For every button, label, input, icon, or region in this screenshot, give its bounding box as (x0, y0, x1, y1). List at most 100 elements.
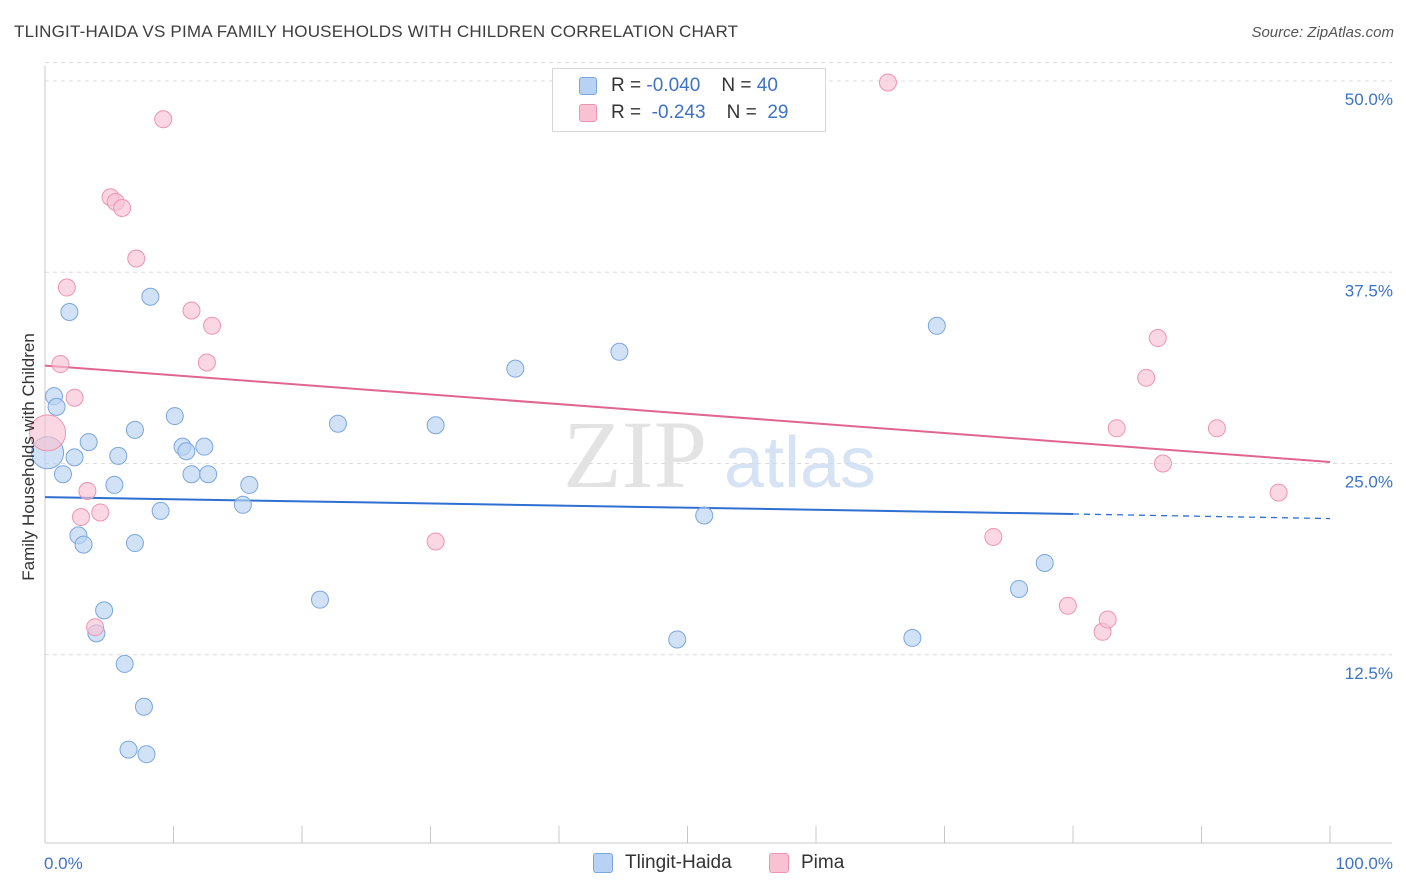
legend-r-value: -0.243 (651, 102, 706, 123)
tlingit-haida-point (1035, 553, 1054, 572)
pima-point (197, 353, 216, 372)
tlingit-haida-point (199, 465, 218, 484)
pima-point (51, 355, 70, 374)
pima-point (91, 503, 110, 522)
tlingit-haida-point (125, 420, 144, 439)
tlingit-haida-point (134, 697, 153, 716)
tlingit-haida-point (151, 501, 170, 520)
legend-item-tlingit-haida[interactable]: Tlingit-Haida (593, 852, 732, 874)
pima-point (1153, 454, 1172, 473)
pima-point (113, 198, 132, 217)
tlingit-haida-point (65, 448, 84, 467)
trend-lines (44, 364, 1331, 520)
legend-r-label: R = (611, 102, 642, 123)
y-tick-label: 50.0% (1345, 90, 1393, 109)
pima-point (1137, 368, 1156, 387)
tick-labels: 12.5% 25.0% 37.5% 50.0% 0.0% 100.0% (44, 90, 1393, 873)
pima-point (984, 527, 1003, 546)
tlingit-haida-point (125, 534, 144, 553)
legend-label-pima: Pima (801, 852, 845, 873)
y-tick-label: 37.5% (1345, 281, 1393, 300)
legend-row-tlingit-haida: R = -0.040 N = 40 (579, 74, 778, 98)
pima-point (182, 301, 201, 320)
tlingit-haida-point (109, 446, 128, 465)
legend-n-label: N = (721, 75, 752, 96)
y-axis-title: Family Households with Children (19, 333, 38, 581)
tlingit-haida-point (903, 628, 922, 647)
tlingit-haida-point (182, 465, 201, 484)
tlingit-haida-point (115, 654, 134, 673)
tlingit-haida-point (60, 303, 79, 322)
pima-point (426, 532, 445, 551)
tlingit-haida-point (177, 442, 196, 461)
chart-title: TLINGIT-HAIDA VS PIMA FAMILY HOUSEHOLDS … (14, 22, 739, 41)
legend-item-pima[interactable]: Pima (769, 852, 844, 874)
legend-r-value: -0.040 (646, 75, 701, 96)
axes (44, 66, 1392, 844)
legend-row-pima: R = -0.243 N = 29 (579, 101, 788, 125)
pima-point (203, 316, 222, 335)
watermark-zip: ZIP (563, 401, 707, 508)
legend-label-tlingit-haida: Tlingit-Haida (625, 852, 732, 873)
y-tick-label: 12.5% (1345, 664, 1393, 683)
pima-point (1107, 419, 1126, 438)
pima-point (878, 73, 897, 92)
y-tick-label: 25.0% (1345, 473, 1393, 492)
tlingit-haida-point (310, 590, 329, 609)
legend-r-label: R = (611, 75, 642, 96)
legend-swatch-pink (579, 104, 597, 122)
tlingit-haida-point (141, 287, 160, 306)
tlingit-haida-point (668, 630, 687, 649)
pima-point (29, 414, 67, 452)
tlingit-haida-point (95, 601, 114, 620)
tlingit-haida-point (165, 407, 184, 426)
tlingit-haida-point (927, 316, 946, 335)
legend-swatch-pink (769, 853, 789, 873)
tlingit-haida-point (105, 475, 124, 494)
tlingit-haida-point (47, 397, 66, 416)
tlingit-haida-trend-line (44, 496, 1074, 515)
tlingit-haida-point (506, 359, 525, 378)
pima-point (86, 618, 105, 637)
pima-point (1148, 329, 1167, 348)
data-points (29, 73, 1288, 764)
tlingit-haida-point (53, 465, 72, 484)
tlingit-haida-point (74, 535, 93, 554)
pima-trend-line (44, 364, 1331, 463)
tlingit-haida-point (137, 745, 156, 764)
x-tick-label: 0.0% (44, 854, 83, 873)
grid-lines (45, 62, 1392, 656)
watermark-atlas: atlas (724, 423, 876, 503)
tlingit-haida-point (119, 740, 138, 759)
legend-swatch-blue (579, 77, 597, 95)
tlingit-haida-trend-extension (1072, 513, 1331, 520)
pima-point (1058, 596, 1077, 615)
tlingit-haida-point (79, 433, 98, 452)
tlingit-haida-point (240, 475, 259, 494)
source-label: Source: ZipAtlas.com (1251, 24, 1394, 41)
legend-n-value: 29 (767, 102, 789, 123)
pima-point (57, 278, 76, 297)
pima-point (1207, 419, 1226, 438)
pima-point (65, 388, 84, 407)
pima-point (1269, 483, 1288, 502)
tlingit-haida-point (195, 437, 214, 456)
pima-point (71, 508, 90, 527)
legend-n-label: N = (726, 102, 757, 123)
tlingit-haida-point (1010, 579, 1029, 598)
tlingit-haida-point (695, 506, 714, 525)
pima-point (78, 482, 97, 501)
tlingit-haida-point (233, 495, 252, 514)
tlingit-haida-point (610, 342, 629, 361)
x-tick-label: 100.0% (1335, 854, 1393, 873)
pima-point (154, 110, 173, 129)
pima-point (127, 249, 146, 268)
watermark: ZIP atlas (563, 401, 876, 508)
tlingit-haida-point (328, 414, 347, 433)
legend-n-value: 40 (756, 75, 778, 96)
legend-swatch-blue (593, 853, 613, 873)
stats-legend: R = -0.040 N = 40 R = -0.243 N = 29 (552, 68, 826, 132)
series-legend: Tlingit-Haida Pima (0, 852, 1406, 878)
pima-point (1098, 610, 1117, 629)
